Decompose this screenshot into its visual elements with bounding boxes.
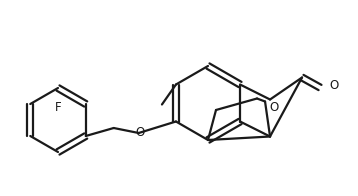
Text: O: O (270, 101, 279, 114)
Text: O: O (135, 125, 144, 139)
Text: O: O (329, 79, 338, 92)
Text: F: F (55, 101, 61, 114)
